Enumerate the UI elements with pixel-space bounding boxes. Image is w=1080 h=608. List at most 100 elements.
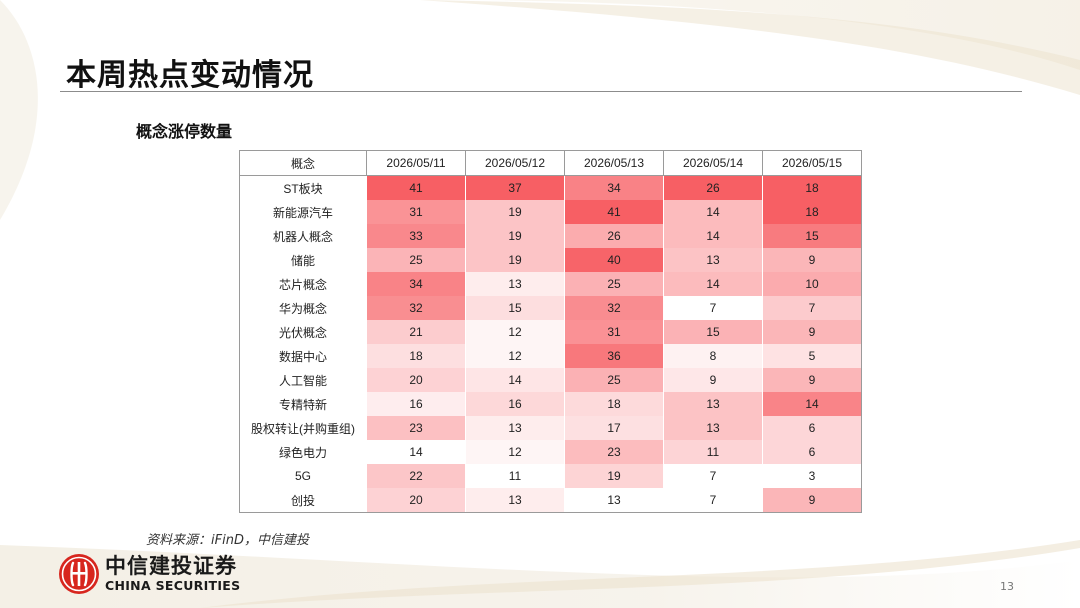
page-title: 本周热点变动情况: [66, 58, 314, 93]
heat-cell: 13: [465, 488, 565, 513]
heat-cell: 7: [762, 296, 862, 320]
row-label: 数据中心: [239, 344, 367, 368]
heat-cell: 18: [564, 392, 664, 416]
logo-name-en: CHINA SECURITIES: [105, 578, 241, 593]
heat-cell: 19: [465, 200, 565, 224]
heat-cell: 19: [465, 224, 565, 248]
row-label: 机器人概念: [239, 224, 367, 248]
row-label: 创投: [239, 488, 367, 513]
heat-cell: 26: [663, 175, 763, 200]
heat-cell: 18: [762, 175, 862, 200]
heat-cell: 9: [762, 488, 862, 513]
row-label: 华为概念: [239, 296, 367, 320]
heat-cell: 15: [762, 224, 862, 248]
table-row: 机器人概念 33 19 26 14 15: [239, 224, 862, 248]
row-label: ST板块: [239, 175, 367, 200]
heat-cell: 31: [366, 200, 466, 224]
heat-cell: 14: [465, 368, 565, 392]
heat-cell: 5: [762, 344, 862, 368]
heat-cell: 13: [465, 416, 565, 440]
heat-cell: 7: [663, 296, 763, 320]
heat-cell: 32: [564, 296, 664, 320]
concept-limitup-heatmap-table: 概念 2026/05/11 2026/05/12 2026/05/13 2026/05…: [239, 150, 862, 513]
heat-cell: 41: [366, 175, 466, 200]
heat-cell: 14: [663, 272, 763, 296]
heat-cell: 11: [663, 440, 763, 464]
heat-cell: 15: [663, 320, 763, 344]
heat-cell: 20: [366, 368, 466, 392]
heat-cell: 25: [366, 248, 466, 272]
heat-cell: 13: [663, 248, 763, 272]
heat-cell: 31: [564, 320, 664, 344]
heat-cell: 9: [762, 368, 862, 392]
chart-title: 概念涨停数量: [136, 122, 233, 141]
heat-cell: 10: [762, 272, 862, 296]
heat-cell: 12: [465, 320, 565, 344]
table-row: 芯片概念 34 13 25 14 10: [239, 272, 862, 296]
heat-cell: 23: [564, 440, 664, 464]
heat-cell: 19: [465, 248, 565, 272]
table-row: 股权转让(并购重组) 23 13 17 13 6: [239, 416, 862, 440]
citic-logo-icon: [59, 554, 99, 594]
heat-cell: 37: [465, 175, 565, 200]
heat-cell: 15: [465, 296, 565, 320]
heat-cell: 16: [366, 392, 466, 416]
table-row: 新能源汽车 31 19 41 14 18: [239, 200, 862, 224]
heat-cell: 13: [663, 392, 763, 416]
heat-cell: 18: [762, 200, 862, 224]
table-header-row: 概念 2026/05/11 2026/05/12 2026/05/13 2026/05…: [239, 150, 862, 176]
heat-cell: 16: [465, 392, 565, 416]
logo-name-cn: 中信建投证券: [105, 554, 237, 578]
heat-cell: 22: [366, 464, 466, 488]
heat-cell: 9: [762, 320, 862, 344]
heat-cell: 12: [465, 440, 565, 464]
heat-cell: 19: [564, 464, 664, 488]
heat-cell: 21: [366, 320, 466, 344]
header-date-3: 2026/05/14: [663, 150, 763, 176]
table-body: ST板块 41 37 34 26 18 新能源汽车 31 19 41 14 18 机器人概念 33 19 26…: [239, 175, 862, 513]
table-row: 光伏概念 21 12 31 15 9: [239, 320, 862, 344]
row-label: 5G: [239, 464, 367, 488]
page-number: 13: [1000, 580, 1014, 593]
table-row: ST板块 41 37 34 26 18: [239, 175, 862, 200]
heat-cell: 11: [465, 464, 565, 488]
heat-cell: 40: [564, 248, 664, 272]
row-label: 绿色电力: [239, 440, 367, 464]
heat-cell: 23: [366, 416, 466, 440]
heat-cell: 20: [366, 488, 466, 513]
header-date-0: 2026/05/11: [366, 150, 466, 176]
header-date-2: 2026/05/13: [564, 150, 664, 176]
heat-cell: 6: [762, 440, 862, 464]
company-logo: 中信建投证券 CHINA SECURITIES: [58, 553, 240, 595]
row-label: 专精特新: [239, 392, 367, 416]
heat-cell: 14: [663, 200, 763, 224]
row-label: 新能源汽车: [239, 200, 367, 224]
heat-cell: 13: [465, 272, 565, 296]
header-date-4: 2026/05/15: [762, 150, 862, 176]
heat-cell: 6: [762, 416, 862, 440]
table-row: 创投 20 13 13 7 9: [239, 488, 862, 513]
table-row: 人工智能 20 14 25 9 9: [239, 368, 862, 392]
table-row: 华为概念 32 15 32 7 7: [239, 296, 862, 320]
heat-cell: 32: [366, 296, 466, 320]
header-concept: 概念: [239, 150, 367, 176]
heat-cell: 34: [366, 272, 466, 296]
heat-cell: 25: [564, 368, 664, 392]
heat-cell: 14: [762, 392, 862, 416]
heat-cell: 3: [762, 464, 862, 488]
heat-cell: 13: [564, 488, 664, 513]
row-label: 人工智能: [239, 368, 367, 392]
title-divider: [60, 91, 1022, 92]
table-row: 专精特新 16 16 18 13 14: [239, 392, 862, 416]
heat-cell: 25: [564, 272, 664, 296]
heat-cell: 17: [564, 416, 664, 440]
heat-cell: 7: [663, 488, 763, 513]
source-note: 资料来源：iFinD，中信建投: [146, 533, 309, 548]
heat-cell: 7: [663, 464, 763, 488]
heat-cell: 14: [663, 224, 763, 248]
row-label: 股权转让(并购重组): [239, 416, 367, 440]
heat-cell: 34: [564, 175, 664, 200]
heat-cell: 26: [564, 224, 664, 248]
table-row: 数据中心 18 12 36 8 5: [239, 344, 862, 368]
